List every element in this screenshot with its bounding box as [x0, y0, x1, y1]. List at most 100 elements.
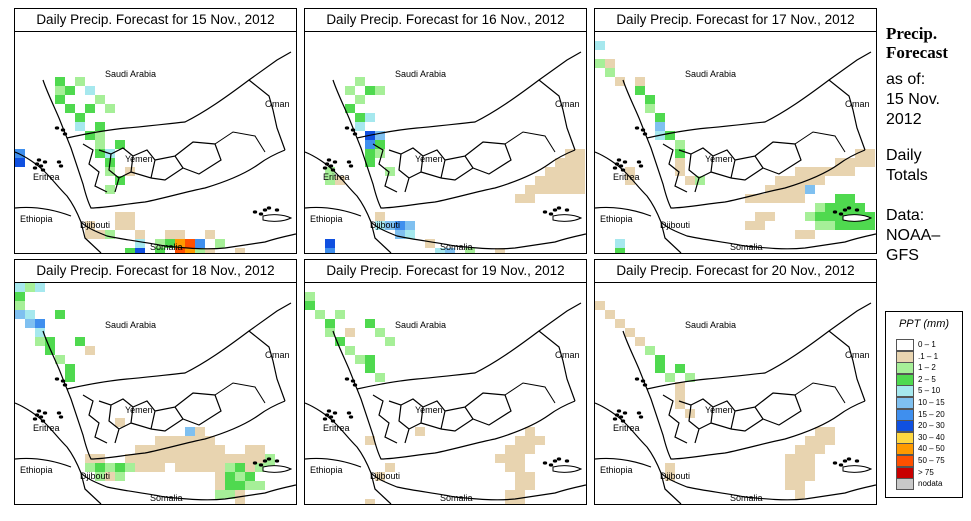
precip-cell	[795, 176, 805, 185]
island	[36, 409, 42, 413]
precip-cell	[335, 310, 345, 319]
africa-borders	[15, 206, 102, 253]
precip-cell	[135, 445, 145, 454]
precip-cell	[685, 176, 695, 185]
precip-cell	[25, 283, 35, 292]
precip-cell	[415, 427, 425, 436]
precip-cell	[95, 472, 105, 481]
boundaries	[595, 51, 876, 253]
precip-cell	[505, 499, 515, 504]
precip-cell	[365, 319, 375, 328]
map-label-yemen: Yemen	[705, 405, 733, 415]
precip-cell	[375, 221, 385, 230]
precip-cell	[845, 221, 855, 230]
precip-cell	[845, 167, 855, 176]
precip-cell	[855, 203, 865, 212]
precip-cell	[855, 158, 865, 167]
map-label-yemen: Yemen	[415, 405, 443, 415]
precip-cell	[155, 454, 165, 463]
precip-cell	[345, 86, 355, 95]
precip-cell	[115, 140, 125, 149]
data-source-line1: Data:	[886, 207, 925, 224]
precip-cell	[795, 463, 805, 472]
coastline-africa	[15, 151, 296, 250]
island	[552, 459, 558, 463]
island	[548, 463, 554, 467]
island	[38, 164, 44, 168]
precip-cell	[765, 212, 775, 221]
totals-line2: Totals	[886, 167, 928, 184]
precip-cell	[745, 221, 755, 230]
island	[34, 413, 40, 417]
legend-swatch	[896, 431, 914, 444]
map-label-eritrea: Eritrea	[323, 423, 350, 433]
precip-cell	[225, 454, 235, 463]
precip-cell	[125, 463, 135, 472]
precip-cell	[195, 248, 205, 253]
island	[642, 132, 648, 136]
precip-cell	[775, 194, 785, 203]
precip-cell	[785, 194, 795, 203]
island	[854, 459, 860, 463]
precip-cell	[765, 185, 775, 194]
socotra-island	[262, 465, 293, 473]
coastline-arabia	[332, 79, 576, 209]
precip-cell	[185, 436, 195, 445]
precip-cell	[325, 319, 335, 328]
island	[328, 164, 334, 168]
island	[56, 411, 62, 415]
precip-cell	[215, 463, 225, 472]
asof-label: as of:	[886, 71, 926, 88]
precip-cell	[865, 221, 875, 230]
island	[838, 212, 844, 216]
forecast-panel-1: Daily Precip. Forecast for 15 Nov., 2012…	[14, 8, 297, 254]
islands	[322, 126, 570, 216]
coastline-arabia	[622, 79, 866, 209]
yemen-governorates	[662, 392, 802, 444]
africa-borders	[15, 457, 102, 504]
precip-cell	[15, 158, 25, 167]
precip-cell	[65, 373, 75, 382]
legend-swatch	[896, 443, 914, 456]
precip-cell	[515, 472, 525, 481]
precip-cell	[365, 86, 375, 95]
precip-cell	[355, 95, 365, 104]
precip-cell	[865, 158, 875, 167]
precip-cell	[95, 140, 105, 149]
island	[350, 128, 356, 132]
islands	[612, 126, 860, 216]
precip-cell	[175, 230, 185, 239]
precip-cell	[535, 436, 545, 445]
island	[842, 208, 848, 212]
island	[262, 208, 268, 212]
precip-cell	[35, 328, 45, 337]
legend-swatch	[896, 466, 914, 479]
precip-cell	[395, 230, 405, 239]
precip-cell	[185, 248, 195, 253]
island	[322, 166, 328, 170]
precip-cell	[625, 176, 635, 185]
yemen-governorates	[662, 141, 802, 193]
island	[262, 459, 268, 463]
island	[34, 162, 40, 166]
precip-cell	[805, 445, 815, 454]
precip-cell	[505, 454, 515, 463]
map-label-djibouti: Djibouti	[370, 220, 400, 230]
precip-cell	[185, 239, 195, 248]
boundaries	[305, 302, 586, 504]
precip-cell	[535, 176, 545, 185]
island	[634, 377, 640, 381]
legend-label: 10 – 15	[918, 398, 945, 407]
precip-cell	[135, 230, 145, 239]
precip-cell	[245, 454, 255, 463]
precip-cell	[55, 77, 65, 86]
precip-cell	[155, 436, 165, 445]
precip-cell	[545, 167, 555, 176]
precip-cell	[375, 131, 385, 140]
asof-date-line2: 2012	[886, 111, 922, 128]
precip-cell	[75, 113, 85, 122]
precip-cell	[665, 472, 675, 481]
island	[258, 463, 264, 467]
precip-cell	[125, 167, 135, 176]
precip-cell	[675, 149, 685, 158]
